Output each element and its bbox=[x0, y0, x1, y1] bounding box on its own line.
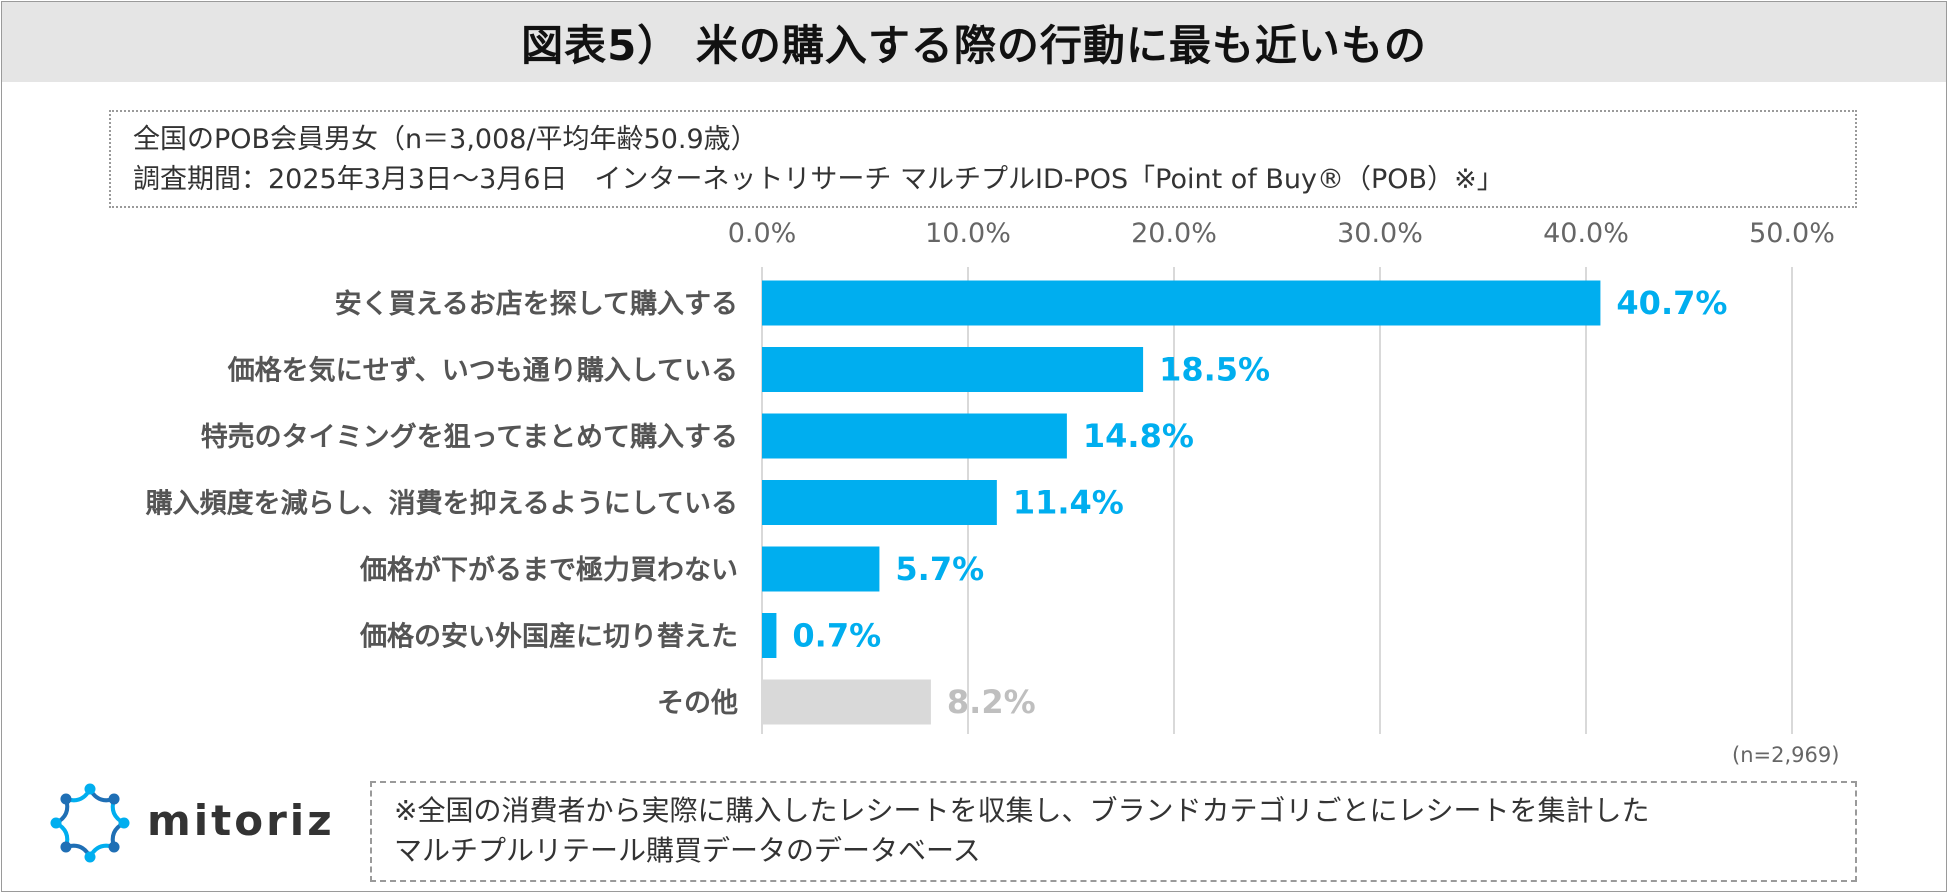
x-tick-label: 10.0% bbox=[925, 218, 1011, 249]
data-label: 5.7% bbox=[895, 550, 984, 588]
logo-dot bbox=[108, 793, 120, 805]
bar bbox=[762, 280, 1601, 326]
bar bbox=[762, 613, 777, 658]
footnote-box: ※全国の消費者から実際に購入したレシートを収集し、ブランドカテゴリごとにレシート… bbox=[370, 781, 1857, 882]
data-label: 8.2% bbox=[947, 683, 1036, 721]
category-label: 価格が下がるまで極力買わない bbox=[359, 554, 738, 586]
category-label: 安く買えるお店を探して購入する bbox=[335, 289, 738, 320]
x-tick-label: 50.0% bbox=[1749, 218, 1835, 249]
logo-wordmark: mitoriz bbox=[147, 796, 335, 845]
sample-size-note: (n=2,969) bbox=[1732, 743, 1840, 767]
logo-dot bbox=[50, 817, 62, 829]
survey-sample-text: 全国のPOB会員男女（n＝3,008/平均年齢50.9歳） bbox=[133, 124, 758, 155]
data-label: 40.7% bbox=[1616, 284, 1727, 322]
x-tick-label: 20.0% bbox=[1131, 218, 1217, 249]
logo-dot bbox=[60, 793, 72, 805]
bar-chart: 0.0% 10.0% 20.0% 30.0% 40.0% 50.0% 安く買えるお店を探して… bbox=[146, 218, 1835, 734]
logo-dot bbox=[84, 851, 96, 863]
category-label: 特売のタイミングを狙ってまとめて購入する bbox=[201, 421, 738, 453]
x-tick-label: 0.0% bbox=[728, 218, 797, 249]
survey-info-box: 全国のPOB会員男女（n＝3,008/平均年齢50.9歳） 調査期間：2025年… bbox=[109, 110, 1857, 208]
bar bbox=[762, 413, 1067, 459]
category-label: 購入頻度を減らし、消費を抑えるようにしている bbox=[146, 488, 738, 520]
data-label: 11.4% bbox=[1013, 484, 1124, 522]
x-tick-label: 30.0% bbox=[1337, 218, 1423, 249]
survey-period-text: 調査期間：2025年3月3日～3月6日 インターネットリサーチ マルチプルID-… bbox=[133, 164, 1504, 195]
bar bbox=[762, 347, 1144, 392]
logo-dot bbox=[118, 817, 130, 829]
category-label: 価格を気にせず、いつも通り購入している bbox=[227, 355, 738, 387]
category-label: その他 bbox=[657, 688, 738, 719]
mitoriz-logo-icon bbox=[50, 783, 130, 863]
bar bbox=[762, 546, 880, 592]
data-label: 18.5% bbox=[1159, 351, 1270, 389]
mitoriz-logo: mitoriz bbox=[47, 780, 357, 866]
title-bar: 図表5） 米の購入する際の行動に最も近いもの bbox=[2, 2, 1946, 82]
bar bbox=[762, 679, 931, 725]
chart-title: 図表5） 米の購入する際の行動に最も近いもの bbox=[521, 20, 1427, 70]
bar bbox=[762, 480, 997, 525]
footnote-line-1: ※全国の消費者から実際に購入したレシートを収集し、ブランドカテゴリごとにレシート… bbox=[394, 794, 1650, 827]
data-label: 14.8% bbox=[1083, 417, 1194, 455]
logo-dot bbox=[60, 841, 72, 853]
category-label: 価格の安い外国産に切り替えた bbox=[359, 621, 738, 653]
x-tick-label: 40.0% bbox=[1543, 218, 1629, 249]
logo-dot bbox=[108, 841, 120, 853]
footnote-line-2: マルチプルリテール購買データのデータベース bbox=[394, 834, 981, 867]
logo-dot bbox=[84, 783, 96, 795]
data-label: 0.7% bbox=[792, 617, 881, 655]
